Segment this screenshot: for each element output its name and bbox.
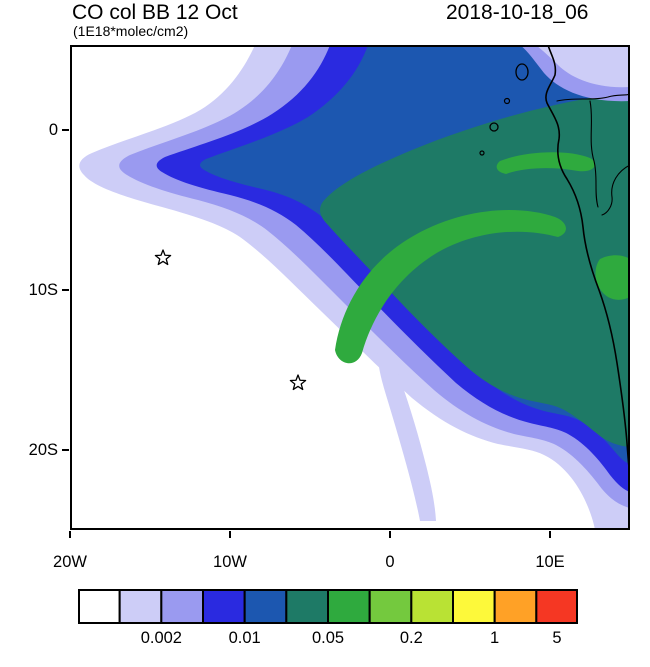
colorbar-label: 0.002 <box>140 629 182 647</box>
contour-streak-lavender <box>377 331 436 521</box>
colorbar-label: 1 <box>490 629 500 647</box>
contour-patch-green-north <box>496 152 595 174</box>
contour-band-teal <box>320 91 630 447</box>
border-line-1 <box>556 93 630 102</box>
colorbar-label: 5 <box>552 629 562 647</box>
figure-units-label: (1E18*molec/cm2) <box>73 23 189 39</box>
colorbar-frame <box>78 589 578 624</box>
x-axis-label-0: 0 <box>385 553 395 571</box>
x-axis-tick <box>389 531 391 538</box>
island-bioko <box>515 63 529 81</box>
y-axis-tick <box>62 449 69 451</box>
map-frame <box>70 45 630 530</box>
y-axis-tick <box>62 289 69 291</box>
colorbar-cell <box>493 589 538 624</box>
star-marker-2 <box>289 374 307 391</box>
figure-title: CO col BB 12 Oct <box>72 1 238 24</box>
colorbar <box>78 589 578 624</box>
colorbar-label: 0.01 <box>228 629 261 647</box>
x-axis-tick <box>229 531 231 538</box>
y-axis-label-10s: 10S <box>28 281 58 299</box>
colorbar-cell <box>78 589 121 624</box>
x-axis-tick <box>69 531 71 538</box>
colorbar-cell <box>118 589 163 624</box>
x-axis-label-10e: 10E <box>535 553 565 571</box>
colorbar-cell <box>243 589 288 624</box>
island-principe <box>503 97 511 105</box>
station-markers <box>154 249 307 391</box>
y-axis-label-0: 0 <box>48 121 58 139</box>
star-marker-1 <box>154 249 172 266</box>
colorbar-cell <box>285 589 329 624</box>
africa-west-coast <box>545 45 630 478</box>
colorbar-cell <box>452 589 496 624</box>
colorbar-cell <box>368 589 413 624</box>
coastline <box>479 45 630 478</box>
y-axis-label-20s: 20S <box>28 441 58 459</box>
island-sao-tome <box>489 122 499 132</box>
contour-patch-green-coast <box>595 255 630 300</box>
x-axis-tick <box>549 531 551 538</box>
x-axis-label-20w: 20W <box>53 553 87 571</box>
border-line-3 <box>601 164 630 216</box>
colorbar-cell <box>410 589 454 624</box>
colorbar-cell <box>202 589 246 624</box>
colorbar-label: 0.2 <box>399 629 423 647</box>
colorbar-cell <box>327 589 371 624</box>
corner-band-lavender <box>536 45 630 88</box>
colorbar-labels: 0.002 0.01 0.05 0.2 1 5 <box>78 629 578 651</box>
island-annobon <box>479 150 485 156</box>
colorbar-cell <box>535 589 578 624</box>
colorbar-label: 0.05 <box>311 629 345 647</box>
contour-patch-green-crescent <box>335 210 566 364</box>
figure-datestamp: 2018-10-18_06 <box>446 1 589 24</box>
border-line-2 <box>589 100 599 208</box>
map-panel <box>70 45 630 530</box>
colorbar-cell <box>160 589 204 624</box>
x-axis-label-10w: 10W <box>213 553 247 571</box>
y-axis-tick <box>62 129 69 131</box>
